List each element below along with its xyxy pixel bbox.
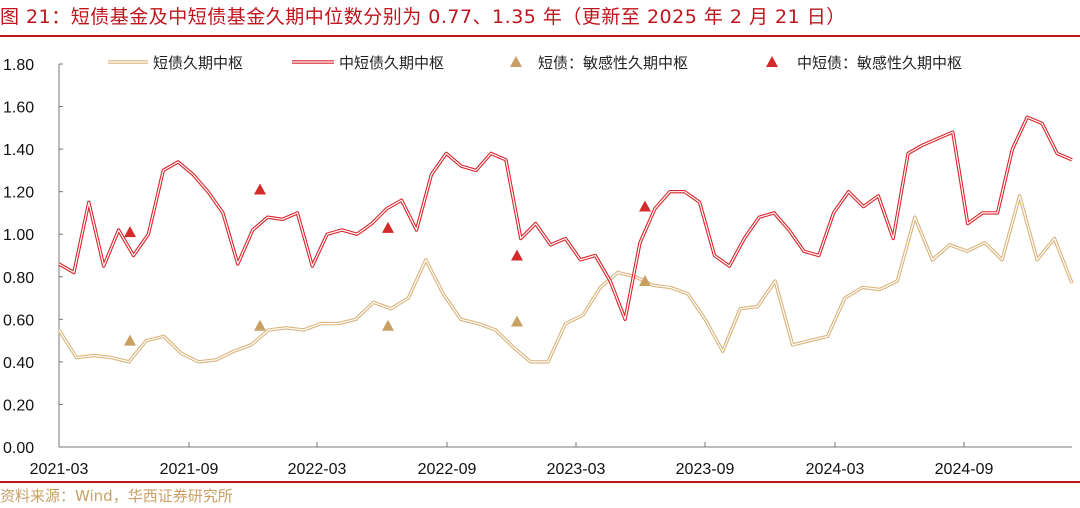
legend-label: 中短债：敏感性久期中枢 (797, 54, 962, 72)
triangle-marker-icon (510, 56, 522, 67)
x-tick-label: 2021-03 (30, 461, 89, 478)
series-mid-short-bond (58, 115, 1073, 321)
triangle-marker-icon (639, 275, 651, 287)
sensitivity-markers (124, 183, 651, 346)
x-axis: 2021-03 2021-09 2022-03 2022-09 2023-03 2023-… (30, 442, 1072, 478)
source-divider (0, 481, 1080, 483)
source-note: 资料来源：Wind，华西证券研究所 (0, 487, 233, 505)
triangle-marker-icon (254, 319, 266, 331)
series-short-bond (57, 194, 1074, 364)
x-tick-label: 2022-09 (418, 461, 477, 478)
legend-item-mid-short-bond-sensitivity: 中短债：敏感性久期中枢 (766, 54, 962, 72)
y-tick-label: 1.60 (3, 100, 34, 117)
x-tick-label: 2021-09 (160, 461, 219, 478)
x-tick-label: 2024-03 (806, 461, 865, 478)
triangle-marker-icon (124, 334, 136, 346)
triangle-marker-icon (766, 56, 778, 67)
y-tick-label: 0.40 (3, 355, 34, 372)
triangle-marker-icon (511, 315, 523, 327)
triangle-marker-icon (382, 221, 394, 233)
y-tick-label: 1.00 (3, 227, 34, 244)
triangle-marker-icon (124, 226, 136, 238)
triangle-marker-icon (254, 183, 266, 195)
triangle-marker-icon (382, 319, 394, 331)
y-tick-label: 1.40 (3, 142, 34, 159)
x-tick-label: 2024-09 (935, 461, 994, 478)
x-tick-label: 2022-03 (288, 461, 347, 478)
y-tick-label: 1.80 (3, 57, 34, 74)
legend-item-short-bond-sensitivity: 短债：敏感性久期中枢 (510, 54, 688, 72)
chart-title: 图 21：短债基金及中短债基金久期中位数分别为 0.77、1.35 年（更新至 … (0, 6, 846, 28)
legend-item-short-bond: 短债久期中枢 (108, 54, 243, 72)
y-tick-label: 0.80 (3, 270, 34, 287)
legend-item-mid-short-bond: 中短债久期中枢 (292, 54, 444, 72)
y-axis: 0.00 0.20 0.40 0.60 0.80 1.00 1.20 1.40 1.60 1.80 (3, 57, 63, 457)
title-divider (0, 35, 1080, 37)
y-tick-label: 0.20 (3, 397, 34, 414)
x-tick-label: 2023-03 (547, 461, 606, 478)
triangle-marker-icon (511, 249, 523, 261)
x-tick-label: 2023-09 (676, 461, 735, 478)
legend-label: 短债久期中枢 (153, 54, 243, 72)
y-tick-label: 1.20 (3, 185, 34, 202)
y-tick-label: 0.60 (3, 312, 34, 329)
triangle-marker-icon (639, 200, 651, 212)
legend-label: 中短债久期中枢 (339, 54, 444, 72)
legend: 短债久期中枢 中短债久期中枢 短债：敏感性久期中枢 中短债：敏感性久期中枢 (108, 54, 962, 72)
line-chart: 0.00 0.20 0.40 0.60 0.80 1.00 1.20 1.40 1.60 1.80… (3, 54, 1074, 478)
y-tick-label: 0.00 (3, 440, 34, 457)
legend-label: 短债：敏感性久期中枢 (538, 54, 688, 72)
